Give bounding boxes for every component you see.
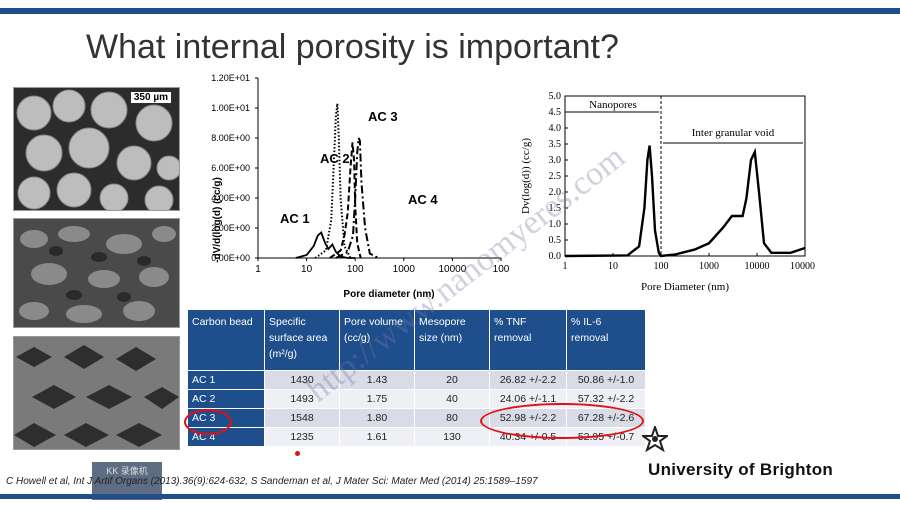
- chart1-y-tick-label: 2.00E+00: [211, 223, 250, 233]
- cell-pore-volume: 1.80: [339, 408, 415, 428]
- cell-surface-area: 1235: [264, 427, 340, 447]
- highlight-ring-ac3-removal: [480, 403, 644, 439]
- bottom-accent-bar: [0, 494, 900, 499]
- cell-pore-volume: 1.61: [339, 427, 415, 447]
- table-row: AC 1 1430 1.43 20 26.82 +/-2.2 50.86 +/-…: [187, 370, 646, 390]
- chart2-y-tick-label: 3.0: [549, 155, 562, 166]
- chart1-ylabel: -dV/d(log(d) (cc/g): [212, 177, 223, 263]
- sem-image-porous-surface: [13, 218, 180, 328]
- citation-footer: C Howell et al, Int J Artif Organs (2013…: [6, 476, 538, 487]
- cell-pore-volume: 1.75: [339, 389, 415, 409]
- col-header-pore-volume: Pore volume (cc/g): [339, 309, 415, 371]
- top-accent-bar: [0, 8, 900, 14]
- star-icon: [642, 426, 668, 452]
- sem-image-beads: 350 µm: [13, 87, 180, 211]
- series-ac-3: [329, 142, 362, 259]
- chart1-x-tick-label: 100: [493, 264, 510, 275]
- col-header-carbon-bead: Carbon bead: [187, 309, 265, 371]
- chart2-y-tick-label: 3.5: [549, 139, 562, 150]
- cell-mesopore-size: 80: [414, 408, 490, 428]
- chart1-y-tick-label: 6.00E+00: [211, 163, 250, 173]
- cell-il6-removal: 50.86 +/-1.0: [566, 370, 646, 390]
- chart2-x-tick-label: 1: [563, 261, 568, 272]
- chart1-x-tick-label: 1000: [393, 264, 416, 275]
- cell-surface-area: 1430: [264, 370, 340, 390]
- cell-bead: AC 2: [187, 389, 265, 409]
- series-ac-2: [314, 103, 352, 259]
- col-header-surface-area: Specific surface area (m²/g): [264, 309, 340, 371]
- chart2-x-tick-label: 1000: [699, 261, 719, 272]
- chart1-x-tick-label: 10000: [438, 264, 466, 275]
- chart2-y-tick-label: 0.0: [549, 251, 562, 262]
- chart2-series-line: [564, 145, 806, 258]
- cell-tnf-removal: 26.82 +/-2.2: [489, 370, 567, 390]
- chart1-annotation: AC 3: [368, 109, 398, 124]
- chart1-xlabel: Pore diameter (nm): [343, 289, 434, 300]
- chart1-annotation: AC 2: [320, 151, 350, 166]
- cell-pore-volume: 1.43: [339, 370, 415, 390]
- chart2-y-tick-label: 4.5: [549, 107, 562, 118]
- chart2-xlabel: Pore Diameter (nm): [641, 281, 729, 293]
- chart1-x-tick-label: 1: [255, 264, 261, 275]
- series-ac-4: [335, 137, 379, 259]
- chart2-annotation-nanopores: Nanopores: [589, 99, 637, 111]
- chart2-y-tick-label: 4.0: [549, 123, 562, 134]
- col-header-il6-removal: % IL-6 removal: [566, 309, 646, 371]
- chart2-y-tick-label: 0.5: [549, 235, 562, 246]
- recorder-logo: KK 录像机: [92, 462, 162, 500]
- sem-image-grid-surface: [13, 336, 180, 450]
- series-ac-1: [295, 230, 356, 259]
- chart1-y-tick-label: 1.20E+01: [211, 73, 250, 83]
- cell-mesopore-size: 130: [414, 427, 490, 447]
- chart2-x-tick-label: 100: [654, 261, 669, 272]
- chart2-ylabel: Dv(log(d)) (cc/g): [520, 138, 532, 214]
- chart1-y-tick-label: 8.00E+00: [211, 133, 250, 143]
- pore-distribution-chart-ac: -dV/d(log(d) (cc/g) Pore diameter (nm) 0…: [211, 73, 510, 300]
- chart1-y-tick-label: 1.00E+01: [211, 103, 250, 113]
- chart2-annotation-void: Inter granular void: [692, 127, 775, 139]
- col-header-tnf-removal: % TNF removal: [489, 309, 567, 371]
- chart1-x-tick-label: 10: [301, 264, 313, 275]
- chart2-y-tick-label: 1.0: [549, 219, 562, 230]
- chart2-y-tick-label: 1.5: [549, 203, 562, 214]
- cell-mesopore-size: 20: [414, 370, 490, 390]
- highlight-ring-ac3: [184, 409, 232, 435]
- chart2-y-tick-label: 2.0: [549, 187, 562, 198]
- pointer-dot: [295, 451, 300, 456]
- chart2-x-tick-label: 10000: [745, 261, 770, 272]
- university-brand: University of Brighton: [648, 460, 834, 479]
- col-header-mesopore-size: Mesopore size (nm): [414, 309, 490, 371]
- chart1-y-tick-label: 0.00E+00: [211, 253, 250, 263]
- chart1-annotation: AC 4: [408, 192, 438, 207]
- cell-bead: AC 1: [187, 370, 265, 390]
- chart2-x-tick-label: 100000: [790, 261, 815, 272]
- chart1-x-tick-label: 100: [347, 264, 364, 275]
- sem-beads-drawing: [14, 88, 179, 210]
- cell-mesopore-size: 40: [414, 389, 490, 409]
- chart2-x-tick-label: 10: [608, 261, 618, 272]
- scale-bar-label: 350 µm: [130, 92, 171, 103]
- slide-title: What internal porosity is important?: [86, 28, 619, 66]
- chart2-y-tick-label: 5.0: [549, 91, 562, 102]
- chart1-annotation: AC 1: [280, 211, 310, 226]
- sem-grid-drawing: [14, 337, 179, 449]
- cell-surface-area: 1548: [264, 408, 340, 428]
- sem-porous-drawing: [14, 219, 179, 327]
- pore-distribution-chart-bead: Dv(log(d)) (cc/g) Pore Diameter (nm) 0.0…: [520, 91, 815, 293]
- chart1-y-tick-label: 4.00E+00: [211, 193, 250, 203]
- chart2-y-tick-label: 2.5: [549, 171, 562, 182]
